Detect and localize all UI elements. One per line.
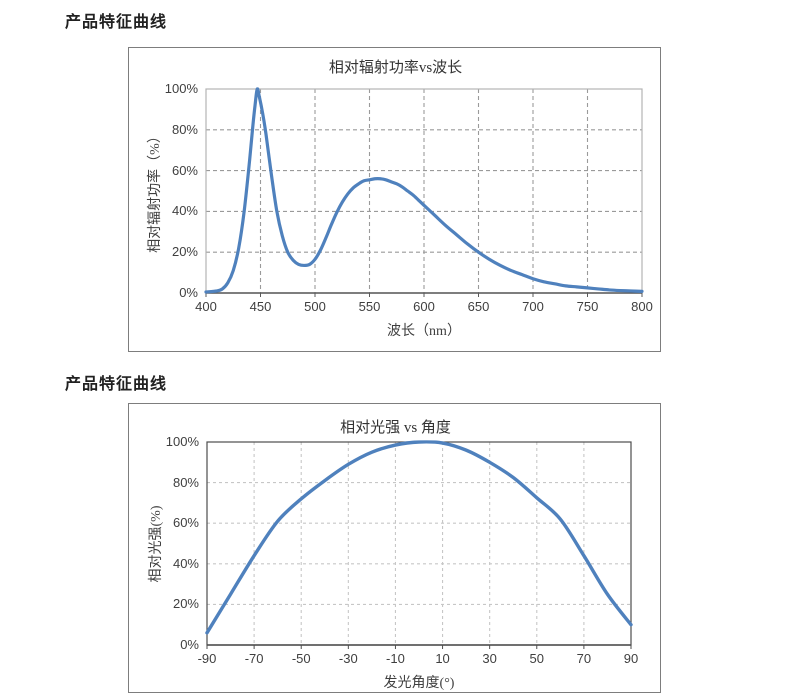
radiant-power-vs-wavelength-chart: 相对辐射功率vs波长 400 450 500 550 600 650 700 750 800 0% 2…: [128, 47, 661, 352]
section-heading-angle: 产品特征曲线: [65, 376, 168, 393]
data-curve-相对光强: [205, 440, 633, 635]
plot-canvas: [205, 440, 633, 649]
y-tick-label: 60%: [172, 515, 199, 531]
y-tick-label: 80%: [172, 474, 199, 490]
y-tick-label: 0%: [180, 637, 199, 652]
y-tick-label: 100%: [165, 434, 199, 449]
x-tick-label: 10: [435, 651, 450, 666]
y-tick-label: 20%: [172, 596, 199, 612]
section-heading-spectrum: 产品特征曲线: [65, 14, 168, 31]
y-tick-label: 60%: [171, 162, 198, 178]
x-tick-label: 90: [623, 651, 639, 666]
x-tick-label: -90: [197, 651, 217, 666]
intensity-vs-angle-chart: 相对光强 vs 角度 -90 -70 -50 -30 -10 10 30 50 70 90 0% 20%…: [128, 403, 661, 693]
y-axis-label: 相对光强(%): [149, 505, 164, 582]
x-tick-label: 600: [413, 299, 435, 314]
chart-title: 相对光强 vs 角度: [340, 420, 451, 436]
plot-canvas: [204, 87, 644, 297]
x-tick-label: -70: [244, 651, 264, 666]
x-tick-label: 500: [304, 299, 326, 314]
y-tick-label: 20%: [171, 244, 198, 260]
x-tick-label: 30: [482, 651, 497, 666]
y-tick-label: 40%: [171, 203, 198, 219]
x-tick-label: 450: [249, 299, 272, 314]
y-tick-label: 100%: [164, 81, 198, 96]
x-axis-label: 发光角度(°): [383, 676, 455, 691]
y-tick-label: 0%: [179, 285, 198, 300]
x-tick-label: 800: [631, 299, 653, 314]
y-axis-label: 相对辐射功率（%）: [148, 129, 163, 253]
x-tick-label: -50: [291, 651, 311, 666]
x-tick-label: 750: [576, 299, 599, 314]
chart-title: 相对辐射功率vs波长: [328, 60, 463, 76]
plot-frame: [206, 441, 632, 646]
y-tick-label: 40%: [172, 555, 199, 571]
data-curve-相对辐射功率: [204, 87, 644, 294]
x-tick-label: 70: [576, 651, 592, 666]
x-tick-label: 650: [467, 299, 490, 314]
x-tick-label: 550: [358, 299, 381, 314]
x-tick-label: 400: [195, 299, 217, 314]
x-tick-label: -30: [338, 651, 358, 666]
x-tick-label: -10: [386, 651, 405, 666]
x-tick-label: 50: [529, 651, 544, 666]
x-tick-label: 700: [522, 299, 544, 314]
y-tick-label: 80%: [171, 121, 198, 137]
x-axis-label: 波长（nm）: [387, 324, 461, 339]
